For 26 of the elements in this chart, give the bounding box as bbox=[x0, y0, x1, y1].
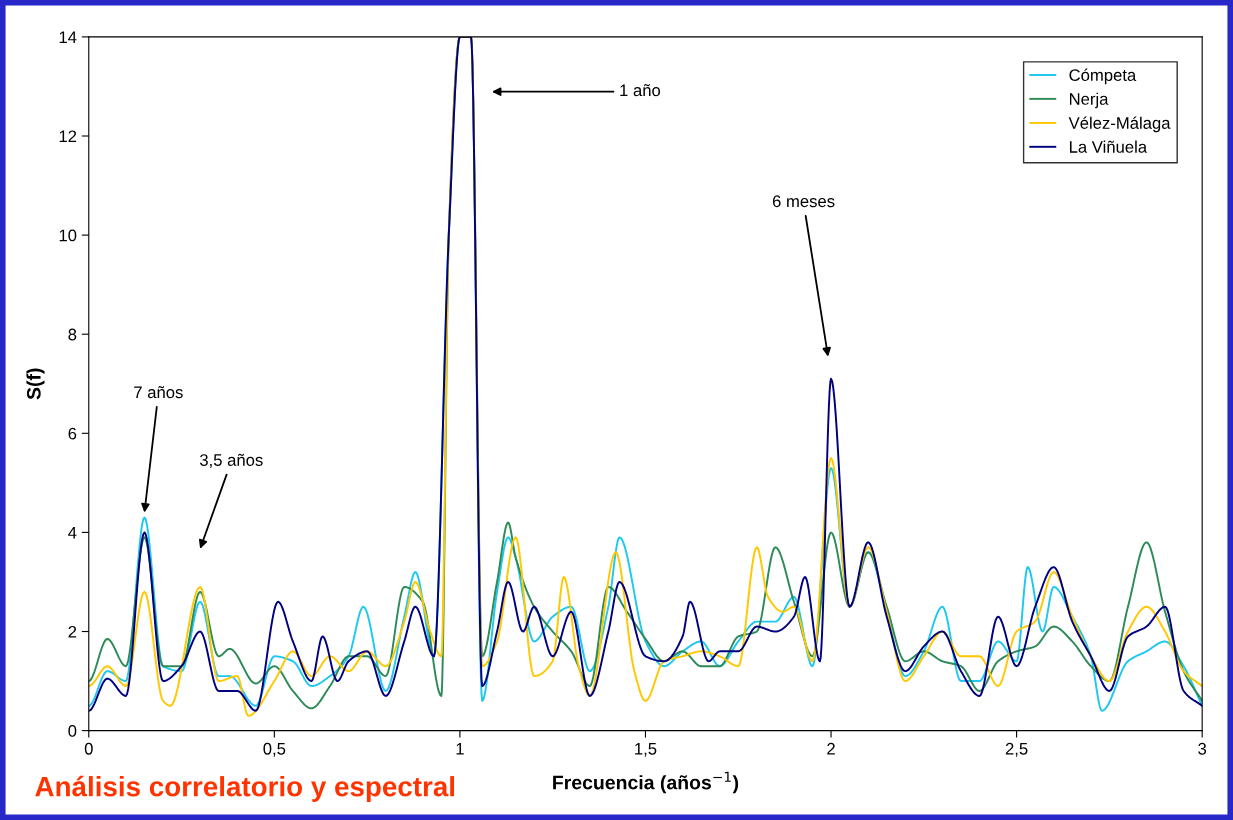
y-tick-label: 0 bbox=[68, 725, 77, 737]
x-tick-label: 3 bbox=[1198, 742, 1207, 755]
annotation: 1 año bbox=[620, 84, 661, 97]
x-tick-label: 2,5 bbox=[1005, 742, 1028, 757]
text: Análisis correlatorio y espectral bbox=[35, 775, 455, 802]
y-tick-label: 6 bbox=[68, 427, 77, 440]
x-tick-label: 2 bbox=[827, 742, 835, 755]
x-tick-label: 1,5 bbox=[635, 743, 657, 757]
x-tick-label: 0,5 bbox=[263, 742, 286, 757]
legend-label: Nerja bbox=[1069, 92, 1109, 109]
y-tick-label: 4 bbox=[68, 526, 77, 539]
annotation: 7 años bbox=[134, 386, 183, 399]
annotation: 6 meses bbox=[772, 195, 835, 208]
annotation: 3,5 años bbox=[199, 453, 263, 468]
y-tick-label: 2 bbox=[68, 625, 77, 638]
y-tick-label: 10 bbox=[59, 229, 77, 242]
y-tick-label: 12 bbox=[59, 130, 77, 143]
x-tick-label: 1 bbox=[456, 743, 464, 755]
legend-label: Cómpeta bbox=[1069, 68, 1137, 85]
y-axis-title: S(f) bbox=[26, 368, 45, 400]
y-tick-label: 8 bbox=[68, 328, 77, 341]
y-tick-label: 14 bbox=[59, 31, 77, 43]
legend-label: La Viñuela bbox=[1069, 140, 1148, 153]
x-tick-label: 0 bbox=[84, 742, 93, 755]
x-axis-title: Frecuencia (años$^{−1}$) bbox=[553, 771, 739, 794]
legend-label: Vélez-Málaga bbox=[1068, 116, 1171, 133]
